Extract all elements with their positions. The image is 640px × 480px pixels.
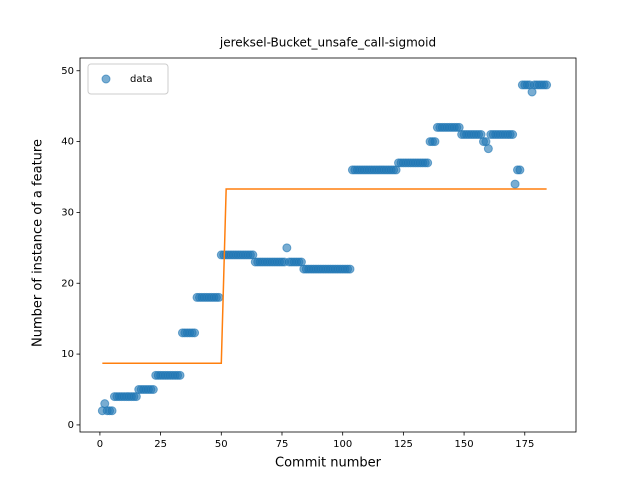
data-point: [175, 370, 185, 380]
fit-line: [102, 188, 547, 365]
chart-title: jereksel-Bucket_unsafe_call-sigmoid: [219, 36, 436, 50]
data-point: [515, 165, 525, 175]
data-point: [508, 130, 518, 139]
x-tick-label: 25: [154, 439, 167, 450]
legend-marker: [101, 74, 111, 84]
y-tick-label: 0: [68, 420, 74, 431]
x-tick-label: 0: [97, 439, 103, 450]
x-tick-label: 75: [276, 439, 289, 450]
y-tick-label: 20: [61, 278, 74, 289]
data-point: [148, 385, 158, 394]
x-axis-label: Commit number: [275, 456, 382, 471]
data-point: [107, 406, 117, 416]
data-point: [214, 292, 224, 302]
x-tick-label: 175: [515, 439, 534, 450]
y-axis-label: Number of instance of a feature: [31, 139, 46, 347]
data-point: [510, 179, 520, 189]
x-tick-label: 100: [333, 439, 352, 450]
x-tick-label: 125: [394, 439, 413, 450]
plot-frame: [79, 57, 577, 433]
data-point: [282, 243, 292, 253]
data-point: [483, 144, 493, 154]
x-tick-label: 150: [455, 439, 474, 450]
data-point: [190, 328, 200, 338]
data-point: [430, 137, 440, 147]
data-point: [423, 158, 433, 168]
y-tick-label: 30: [61, 207, 74, 218]
x-tick-label: 50: [215, 439, 228, 450]
legend-label: data: [130, 74, 153, 85]
y-tick-label: 10: [61, 349, 74, 360]
y-tick-label: 50: [61, 66, 74, 77]
y-tick-label: 40: [61, 137, 74, 148]
data-point: [345, 264, 355, 274]
data-point: [542, 80, 552, 90]
legend-box: [87, 63, 169, 95]
